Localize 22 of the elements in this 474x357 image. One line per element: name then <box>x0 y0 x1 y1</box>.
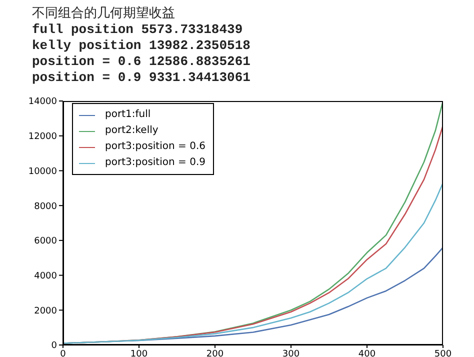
text: full position 5573.73318439 <box>32 22 244 38</box>
x-tick-label: 0 <box>60 349 66 357</box>
chart-title: 不同组合的几何期望收益 <box>32 6 176 22</box>
text: kelly position 13982.2350518 <box>32 38 250 54</box>
x-tick-label: 200 <box>206 349 224 357</box>
y-tick-label: 10000 <box>28 166 58 177</box>
x-tick-label: 300 <box>282 349 300 357</box>
legend-label: port3:position = 0.6 <box>105 140 206 154</box>
legend-label: port2:kelly <box>105 124 158 138</box>
text: position = 0.6 12586.8835261 <box>32 54 250 70</box>
y-tick-label: 12000 <box>28 132 58 142</box>
x-tick-label: 100 <box>130 349 148 357</box>
y-tick-label: 6000 <box>34 236 58 247</box>
legend-label: port3:position = 0.9 <box>105 156 206 170</box>
y-tick-label: 8000 <box>34 202 58 212</box>
y-tick-label: 2000 <box>34 306 58 316</box>
y-tick-label: 14000 <box>28 97 58 108</box>
y-tick-label: 4000 <box>34 271 58 282</box>
x-tick-label: 500 <box>434 349 452 357</box>
legend-label: port1:full <box>105 108 151 122</box>
text: position = 0.9 9331.34413061 <box>32 70 250 86</box>
x-tick-label: 400 <box>358 349 376 357</box>
